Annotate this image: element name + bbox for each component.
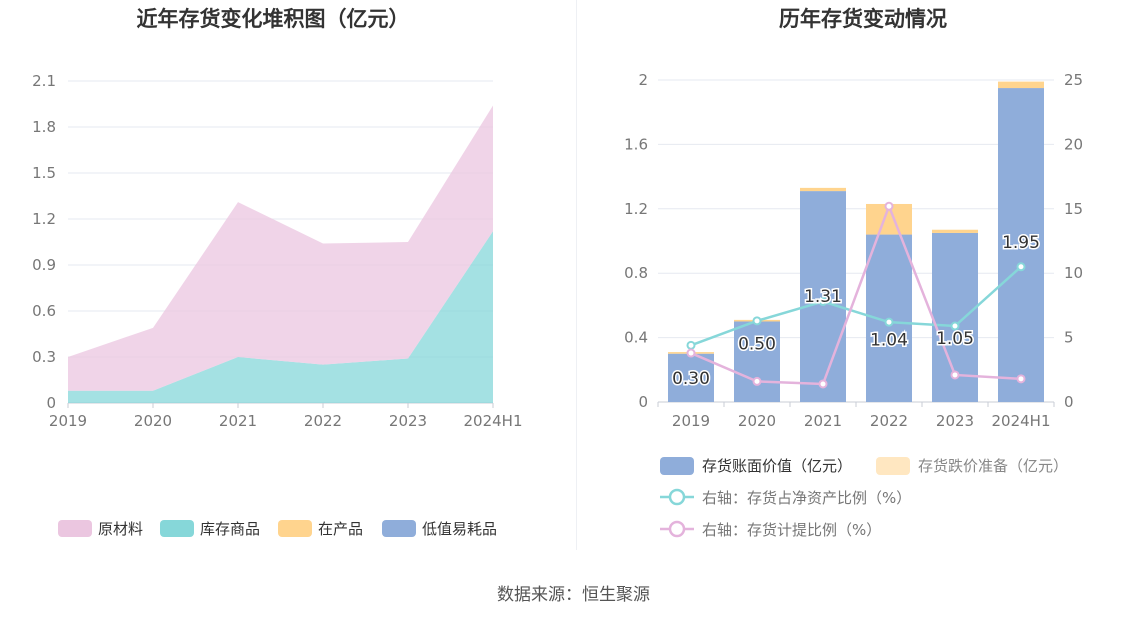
legend-label: 右轴：存货计提比例（%） bbox=[702, 521, 881, 539]
legend-label: 库存商品 bbox=[200, 520, 260, 538]
legend-swatch bbox=[278, 520, 312, 537]
right-lines bbox=[686, 201, 1026, 389]
line-point bbox=[818, 297, 828, 307]
legend-label: 存货账面价值（亿元） bbox=[702, 457, 852, 475]
left-areas bbox=[68, 105, 493, 403]
bar-data-label: 0.50 bbox=[738, 335, 776, 355]
bar-data-label: 1.95 bbox=[1002, 233, 1040, 253]
y-right-tick-label: 25 bbox=[1064, 71, 1083, 89]
bar-book-value bbox=[668, 353, 714, 402]
legend-label: 低值易耗品 bbox=[422, 520, 497, 538]
legend-marker bbox=[668, 488, 686, 506]
left-y-axis: 0 0.3 0.6 0.9 1.2 1.5 1.8 2.1 bbox=[32, 72, 56, 412]
legend-marker bbox=[668, 520, 686, 538]
line-point bbox=[818, 379, 828, 389]
legend-label: 原材料 bbox=[98, 520, 143, 538]
bar-impairment bbox=[932, 229, 978, 233]
line-point bbox=[1016, 262, 1026, 272]
line-point bbox=[1016, 374, 1026, 384]
right-y-axis-left: 0 0.4 0.8 1.2 1.6 2 bbox=[624, 71, 648, 411]
y-right-tick-label: 5 bbox=[1064, 329, 1074, 347]
y-tick-label: 1.5 bbox=[32, 164, 56, 182]
right-bars bbox=[668, 81, 1044, 403]
x-tick-label: 2021 bbox=[219, 412, 257, 430]
line-point bbox=[752, 376, 762, 386]
x-tick-label: 2023 bbox=[389, 412, 427, 430]
line-point bbox=[884, 317, 894, 327]
y-left-tick-label: 0 bbox=[638, 393, 648, 411]
y-right-tick-label: 10 bbox=[1064, 264, 1083, 282]
y-tick-label: 0.6 bbox=[32, 302, 56, 320]
bar-impairment bbox=[998, 81, 1044, 89]
area-原材料 bbox=[68, 105, 493, 391]
line-point bbox=[686, 348, 696, 358]
line-series bbox=[690, 265, 1022, 347]
y-right-tick-label: 15 bbox=[1064, 200, 1083, 218]
right-legend: 存货账面价值（亿元） 存货跌价准备（亿元） 右轴：存货占净资产比例（%） 右轴：存货计… bbox=[660, 457, 1068, 539]
line-series bbox=[690, 202, 1022, 386]
line-point bbox=[686, 340, 696, 350]
left-legend: 原材料 库存商品 在产品 低值易耗品 bbox=[58, 520, 497, 538]
legend-swatch bbox=[876, 457, 910, 475]
x-tick-label: 2023 bbox=[936, 412, 974, 430]
y-tick-label: 1.8 bbox=[32, 118, 56, 136]
bar-line-combo-chart: 历年存货变动情况 0.30 0.50 1.31 1.04 1.05 1.95 0 0.4 0.… bbox=[624, 7, 1083, 539]
stacked-area-chart: 近年存货变化堆积图（亿元） 0 0.3 0.6 0.9 1.2 1.5 1.8 2.1 201… bbox=[32, 7, 522, 538]
right-grid bbox=[658, 79, 1054, 403]
bar-data-label: 1.04 bbox=[870, 331, 908, 351]
y-left-tick-label: 1.2 bbox=[624, 200, 648, 218]
right-data-labels: 0.30 0.50 1.31 1.04 1.05 1.95 bbox=[671, 232, 1042, 391]
y-left-tick-label: 2 bbox=[638, 71, 648, 89]
panel-divider bbox=[576, 0, 577, 550]
legend-label: 右轴：存货占净资产比例（%） bbox=[702, 489, 911, 507]
bar-book-value bbox=[800, 191, 846, 402]
legend-swatch bbox=[160, 520, 194, 537]
legend-swatch bbox=[58, 520, 92, 537]
y-left-tick-label: 1.6 bbox=[624, 135, 648, 153]
x-tick-label: 2019 bbox=[672, 412, 710, 430]
y-left-tick-label: 0.8 bbox=[624, 264, 648, 282]
x-tick-label: 2020 bbox=[134, 412, 172, 430]
x-tick-label: 2024H1 bbox=[992, 412, 1051, 430]
bar-data-label: 0.30 bbox=[672, 369, 710, 389]
bar-book-value bbox=[998, 88, 1044, 403]
bar-data-label: 1.31 bbox=[804, 287, 842, 307]
x-tick-label: 2020 bbox=[738, 412, 776, 430]
x-tick-label: 2024H1 bbox=[464, 412, 523, 430]
bar-data-label: 1.05 bbox=[936, 329, 974, 349]
x-tick-label: 2022 bbox=[870, 412, 908, 430]
line-point bbox=[950, 321, 960, 331]
x-tick-label: 2019 bbox=[49, 412, 87, 430]
y-tick-label: 0.9 bbox=[32, 256, 56, 274]
y-tick-label: 2.1 bbox=[32, 72, 56, 90]
legend-label: 在产品 bbox=[318, 520, 363, 538]
y-right-tick-label: 0 bbox=[1064, 393, 1074, 411]
y-tick-label: 0 bbox=[46, 394, 56, 412]
right-x-axis: 2019 2020 2021 2022 2023 2024H1 bbox=[657, 402, 1055, 430]
line-point bbox=[884, 201, 894, 211]
legend-swatch bbox=[660, 457, 694, 475]
legend-label: 存货跌价准备（亿元） bbox=[918, 457, 1068, 475]
y-tick-label: 1.2 bbox=[32, 210, 56, 228]
line-point bbox=[950, 370, 960, 380]
bar-impairment bbox=[800, 187, 846, 192]
x-tick-label: 2021 bbox=[804, 412, 842, 430]
right-y-axis-right: 0 5 10 15 20 25 bbox=[1064, 71, 1083, 411]
x-tick-label: 2022 bbox=[304, 412, 342, 430]
y-right-tick-label: 20 bbox=[1064, 135, 1083, 153]
source-note: 数据来源：恒生聚源 bbox=[497, 585, 650, 605]
line-point bbox=[752, 316, 762, 326]
area-库存商品 bbox=[68, 231, 493, 403]
legend-swatch bbox=[382, 520, 416, 537]
chart-title-left: 近年存货变化堆积图（亿元） bbox=[137, 7, 410, 31]
y-tick-label: 0.3 bbox=[32, 348, 56, 366]
chart-title-right: 历年存货变动情况 bbox=[779, 7, 947, 31]
left-x-axis: 2019 2020 2021 2022 2023 2024H1 bbox=[49, 403, 523, 430]
y-left-tick-label: 0.4 bbox=[624, 329, 648, 347]
bar-book-value bbox=[734, 321, 780, 402]
